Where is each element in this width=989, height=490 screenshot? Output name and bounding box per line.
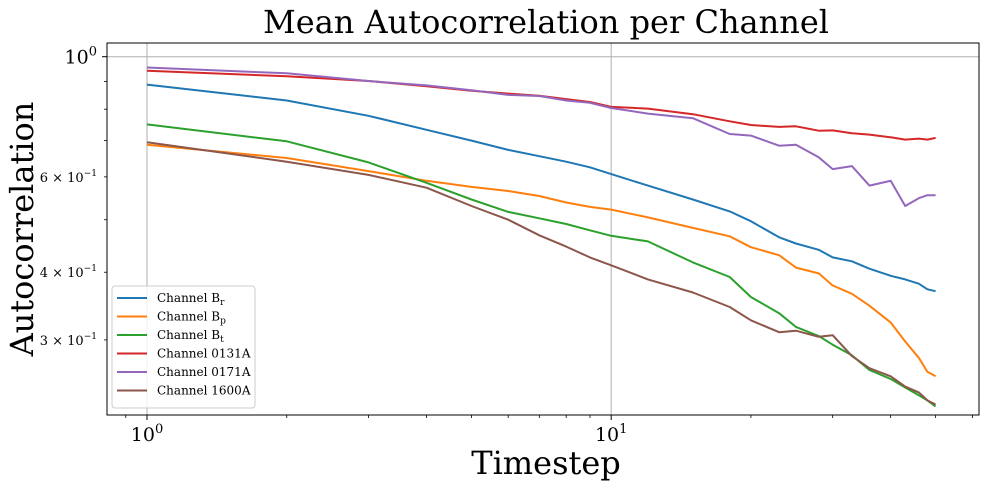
series-lines xyxy=(146,66,937,408)
legend-label: Channel 1600A xyxy=(157,384,251,398)
x-axis-label: Timestep xyxy=(471,444,621,482)
x-tick-label: 100 xyxy=(131,422,163,446)
series-line-0 xyxy=(146,83,936,293)
legend-label: Channel Bt xyxy=(157,328,224,345)
series-line-5 xyxy=(146,141,937,406)
y-tick-label: 6 × 10−1 xyxy=(40,169,97,186)
axis-ticks: 100 101 100 6 × 10−1 4 × 10−1 3 × 10−1 xyxy=(40,45,973,446)
chart-title: Mean Autocorrelation per Channel xyxy=(263,3,829,41)
legend-label: Channel 0171A xyxy=(157,365,251,379)
series-line-4 xyxy=(146,66,936,207)
legend-label: Channel Br xyxy=(157,291,225,308)
series-line-2 xyxy=(146,123,937,408)
y-tick-label: 3 × 10−1 xyxy=(40,332,97,349)
legend-label: Channel 0131A xyxy=(157,347,251,361)
y-axis-label: Autocorrelation xyxy=(3,102,41,358)
legend-box xyxy=(111,285,256,409)
plot-frame xyxy=(106,42,980,416)
legend-label: Channel Bp xyxy=(157,310,226,327)
y-tick-label: 4 × 10−1 xyxy=(40,264,97,281)
y-tick-label: 100 xyxy=(65,45,97,69)
x-tick-label: 101 xyxy=(595,422,627,446)
series-line-1 xyxy=(146,143,937,378)
